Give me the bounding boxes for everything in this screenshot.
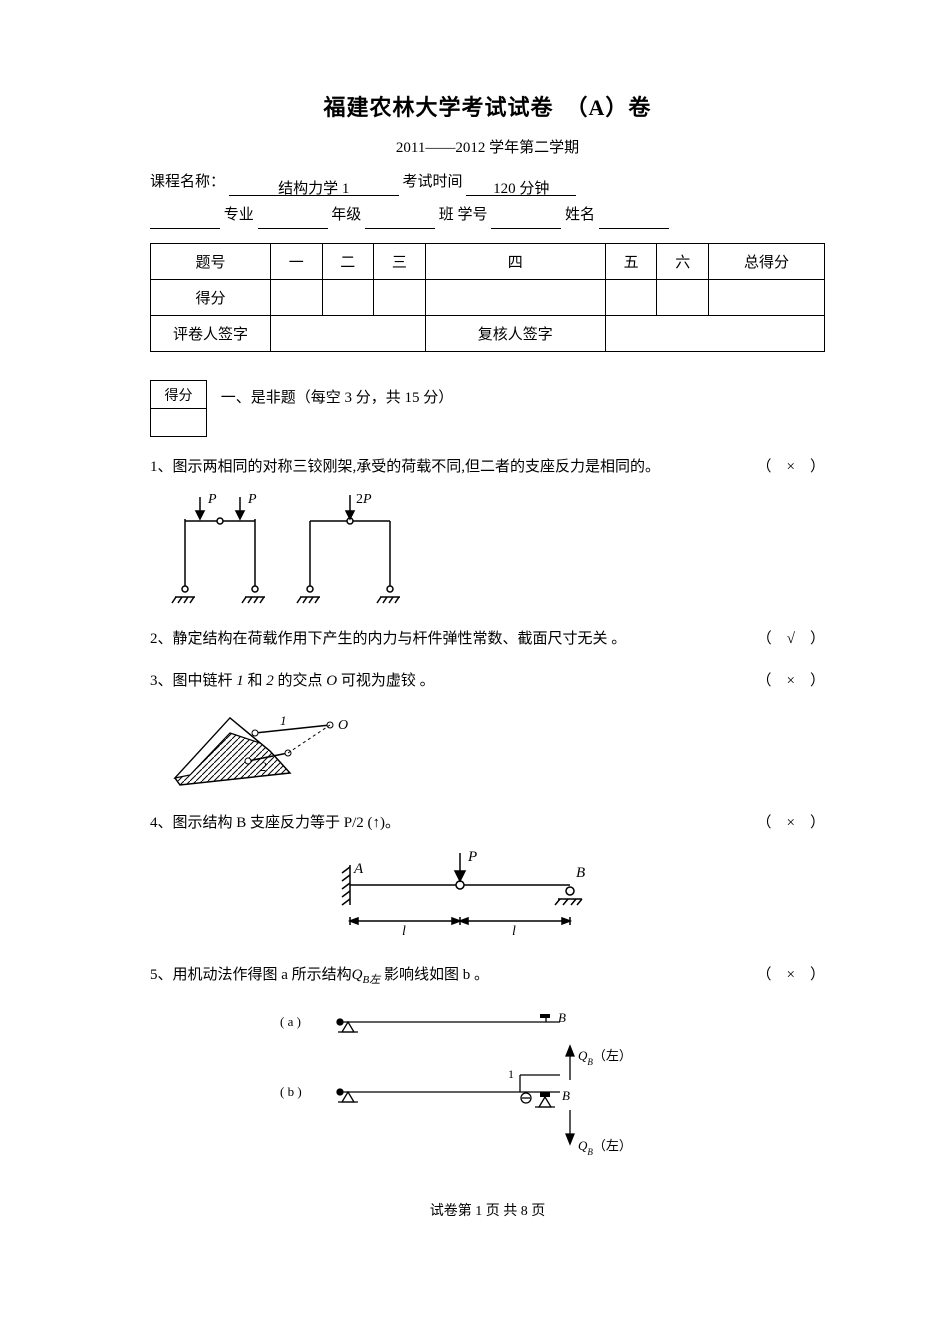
score-cell-4 <box>425 280 605 316</box>
col-question-number: 题号 <box>151 244 271 280</box>
svg-text:A: A <box>353 861 364 877</box>
section-score-label: 得分 <box>151 381 207 409</box>
student-line: 专业 年级 班 学号 姓名 <box>150 202 825 229</box>
major-label: 专业 <box>224 207 254 223</box>
svg-text:QB（左）: QB（左） <box>578 1048 632 1067</box>
section-score-value <box>151 409 207 437</box>
score-label: 得分 <box>151 280 271 316</box>
svg-text:( b ): ( b ) <box>280 1084 302 1099</box>
question-3-diagram: 1 O 2 <box>160 703 380 793</box>
question-1-answer: （ × ） <box>757 455 826 479</box>
course-line: 课程名称： 结构力学 1 考试时间 120 分钟 <box>150 169 825 196</box>
grade-field <box>258 209 328 229</box>
col-3: 三 <box>374 244 426 280</box>
col-1: 一 <box>271 244 323 280</box>
svg-text:( a ): ( a ) <box>280 1014 301 1029</box>
question-4-text: 4、图示结构 B 支座反力等于 P/2 (↑)。 <box>150 811 825 835</box>
svg-text:QB（左）: QB（左） <box>578 1138 632 1157</box>
svg-text:P: P <box>467 849 477 865</box>
col-4: 四 <box>425 244 605 280</box>
name-label: 姓名 <box>565 207 595 223</box>
score-cell-3 <box>374 280 426 316</box>
svg-text:B: B <box>562 1088 570 1103</box>
question-5-text: 5、用机动法作得图 a 所示结构QB左 影响线如图 b 。 <box>150 963 825 990</box>
question-5-diagram: ( a ) B ( b ) B 1 QB（左） <box>270 1000 690 1170</box>
score-table-score-row: 得分 <box>151 280 825 316</box>
course-value: 结构力学 1 <box>229 176 399 196</box>
col-5: 五 <box>605 244 657 280</box>
question-2: 2、静定结构在荷载作用下产生的内力与杆件弹性常数、截面尺寸无关 。 （ √ ） <box>150 627 825 651</box>
score-cell-2 <box>322 280 374 316</box>
svg-text:B: B <box>558 1010 566 1025</box>
class-field <box>365 209 435 229</box>
checker-sign-label: 复核人签字 <box>425 316 605 352</box>
question-3-text: 3、图中链杆 1 和 2 的交点 O 可视为虚铰 。 <box>150 669 825 693</box>
svg-text:P: P <box>247 492 257 507</box>
question-2-text: 2、静定结构在荷载作用下产生的内力与杆件弹性常数、截面尺寸无关 。 <box>150 627 825 651</box>
question-3-answer: （ × ） <box>757 669 826 693</box>
question-5: 5、用机动法作得图 a 所示结构QB左 影响线如图 b 。 （ × ） <box>150 963 825 990</box>
grader-sign-cell <box>271 316 426 352</box>
question-5-answer: （ × ） <box>757 963 826 987</box>
question-3: 3、图中链杆 1 和 2 的交点 O 可视为虚铰 。 （ × ） <box>150 669 825 693</box>
name-field <box>599 209 669 229</box>
question-1-diagram: P P 2P <box>160 489 440 609</box>
col-2: 二 <box>322 244 374 280</box>
svg-text:2P: 2P <box>356 492 372 507</box>
score-cell-1 <box>271 280 323 316</box>
score-table-header-row: 题号 一 二 三 四 五 六 总得分 <box>151 244 825 280</box>
question-4-diagram: A B P l l <box>320 845 650 945</box>
svg-text:O: O <box>338 718 348 733</box>
section-score-box: 得分 <box>150 380 207 437</box>
col-total: 总得分 <box>708 244 824 280</box>
major-field <box>150 209 220 229</box>
exam-subtitle: 2011——2012 学年第二学期 <box>150 136 825 157</box>
question-4: 4、图示结构 B 支座反力等于 P/2 (↑)。 （ × ） <box>150 811 825 835</box>
score-table-sign-row: 评卷人签字 复核人签字 <box>151 316 825 352</box>
grader-sign-label: 评卷人签字 <box>151 316 271 352</box>
page-footer: 试卷第 1 页 共 8 页 <box>150 1200 825 1220</box>
course-label: 课程名称： <box>150 174 225 190</box>
svg-text:1: 1 <box>280 713 287 728</box>
svg-text:1: 1 <box>508 1067 514 1081</box>
exam-time-value: 120 分钟 <box>466 176 576 196</box>
section-1-header: 得分 一、是非题（每空 3 分，共 15 分） <box>150 380 825 437</box>
checker-sign-cell <box>605 316 824 352</box>
question-1: 1、图示两相同的对称三铰刚架,承受的荷载不同,但二者的支座反力是相同的。 （ ×… <box>150 455 825 479</box>
svg-text:B: B <box>576 865 585 881</box>
question-1-text: 1、图示两相同的对称三铰刚架,承受的荷载不同,但二者的支座反力是相同的。 <box>150 455 825 479</box>
svg-text:2: 2 <box>260 759 267 774</box>
score-cell-6 <box>657 280 709 316</box>
score-table: 题号 一 二 三 四 五 六 总得分 得分 评卷人签字 复核人签字 <box>150 243 825 352</box>
exam-time-label: 考试时间 <box>403 174 463 190</box>
score-cell-5 <box>605 280 657 316</box>
class-label: 班 学号 <box>439 207 488 223</box>
score-cell-total <box>708 280 824 316</box>
col-6: 六 <box>657 244 709 280</box>
svg-text:l: l <box>402 924 406 939</box>
grade-label: 年级 <box>331 207 361 223</box>
student-id-field <box>491 209 561 229</box>
question-4-answer: （ × ） <box>757 811 826 835</box>
svg-text:P: P <box>207 492 217 507</box>
section-1-title: 一、是非题（每空 3 分，共 15 分） <box>221 380 454 407</box>
exam-title: 福建农林大学考试试卷 （A）卷 <box>150 90 825 122</box>
svg-text:l: l <box>512 924 516 939</box>
question-2-answer: （ √ ） <box>757 627 825 651</box>
